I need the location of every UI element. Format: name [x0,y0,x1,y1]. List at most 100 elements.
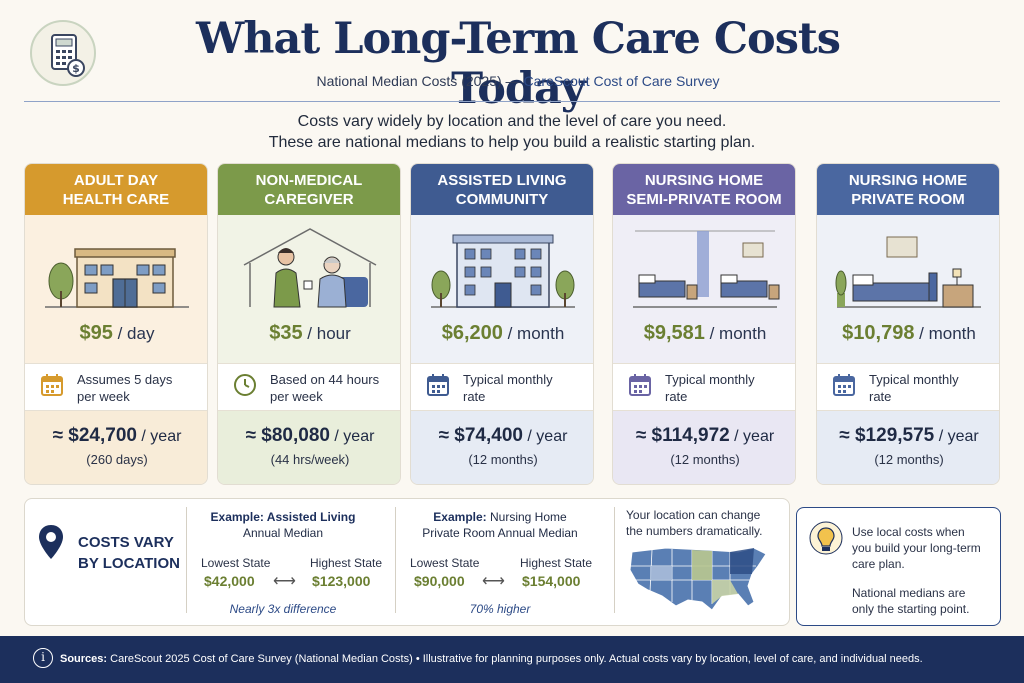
location-pin-icon [39,525,63,559]
card-price: $9,581 / month [613,322,795,345]
card-note: Typical monthly rate [613,363,795,411]
note-text: Typical monthly rate [665,371,793,405]
card-note: Typical monthly rate [411,363,593,411]
map-note-line-2: the numbers dramatically. [626,524,763,538]
card-annual: ≈ $24,700 / year (260 days) [25,411,207,484]
annual-basis: (260 days) [86,452,148,467]
card-header: NURSING HOME SEMI-PRIVATE ROOM [613,164,795,215]
price-unit: / day [112,324,155,343]
annual-amount: ≈ $80,080 / year [218,425,400,447]
annual-value: ≈ $80,080 [245,425,330,446]
price-unit: / hour [302,324,351,343]
subtitle-source: CareScout Cost of Care Survey [523,73,720,89]
note-text: Typical monthly rate [869,371,997,405]
divider [614,507,615,613]
assisted-living-illustration [411,215,593,470]
tip-line-2: you build your long-term [852,541,981,555]
annual-value: ≈ $114,972 [635,425,730,446]
annual-basis: (12 months) [874,452,944,467]
note-line-1: Based on 44 hours [270,372,380,387]
footer: i Sources: CareScout 2025 Cost of Care S… [0,636,1024,683]
card-price: $35 / hour [218,322,400,345]
divider [186,507,187,613]
lowest-state-label: Lowest State [201,556,271,570]
example-assisted-title: Example: Assisted Living Annual Median [188,509,378,541]
example-title-bold: Example: [433,510,487,524]
sources-text: CareScout 2025 Cost of Care Survey (Nati… [107,653,923,665]
tip-line-3: care plan. [852,557,905,571]
location-heading-line-1: COSTS VARY [78,534,174,551]
price-value: $35 [269,322,303,344]
note-line-2: rate [869,389,892,404]
card-title-line-2: COMMUNITY [455,190,549,208]
price-unit: / month [914,324,976,343]
header-divider [24,101,1000,102]
highest-state-value: $123,000 [312,573,371,589]
note-line-1: Typical monthly [463,372,553,387]
calendar-icon [427,374,449,396]
price-value: $6,200 [441,322,503,344]
footer-text: Sources: CareScout 2025 Cost of Care Sur… [60,653,923,665]
subtitle-prefix: National Median Costs (2025) — [316,73,524,89]
card-assisted-living: ASSISTED LIVING COMMUNITY $6,200 / month [410,163,594,485]
annual-unit: / year [934,428,979,445]
card-nursing-home-semi-private: NURSING HOME SEMI-PRIVATE ROOM $9,581 / m… [612,163,796,485]
card-price: $95 / day [25,322,207,345]
annual-unit: / year [136,428,182,445]
price-value: $9,581 [643,322,705,344]
lightbulb-icon [809,521,843,555]
calendar-icon [41,374,63,396]
annual-basis: (44 hrs/week) [270,452,350,467]
card-title-line-1: NON-MEDICAL [255,171,363,189]
range-arrow-icon: ⟷ [273,573,296,590]
card-price: $10,798 / month [817,322,999,345]
note-line-2: per week [77,389,130,404]
example-assisted-footnote: Nearly 3x difference [229,602,337,616]
card-annual: ≈ $74,400 / year (12 months) [411,411,593,484]
tip-line-1: Use local costs when [852,525,965,539]
tip-text-top: Use local costs when you build your long… [852,524,992,572]
annual-basis: (12 months) [670,452,740,467]
adult-day-illustration [25,215,207,470]
card-title-line-1: NURSING HOME [644,171,764,189]
calculator-icon: $ [30,20,96,86]
tip-line-5: only the starting point. [852,602,970,616]
price-unit: / month [704,324,767,343]
highest-state-label: Highest State [310,556,383,570]
card-header: NURSING HOME PRIVATE ROOM [817,164,999,215]
card-title-line-2: CAREGIVER [264,190,354,208]
note-line-1: Typical monthly [869,372,959,387]
note-text: Typical monthly rate [463,371,591,405]
annual-amount: ≈ $129,575 / year [817,425,999,447]
calendar-icon [629,374,651,396]
private-room-illustration [817,215,999,470]
svg-text:$: $ [72,62,80,75]
card-annual: ≈ $114,972 / year (12 months) [613,411,795,484]
map-note: Your location can change the numbers dra… [626,507,786,539]
card-title-line-2: SEMI-PRIVATE ROOM [626,190,782,208]
annual-value: ≈ $129,575 [839,425,935,446]
caregiver-illustration [218,215,400,470]
annual-basis: (12 months) [468,452,538,467]
note-text: Assumes 5 days per week [77,371,205,405]
example-title-line-2: Private Room Annual Median [422,526,578,540]
intro-line-1: Costs vary widely by location and the le… [297,113,727,130]
annual-value: ≈ $74,400 [438,425,523,446]
card-header: ASSISTED LIVING COMMUNITY [411,164,593,215]
card-adult-day: ADULT DAY HEALTH CARE $95 / day Assumes 5… [24,163,208,485]
card-note: Assumes 5 days per week [25,363,207,411]
card-header: NON-MEDICAL CAREGIVER [218,164,400,215]
range-arrow-icon: ⟷ [482,573,505,590]
example-title-line-2: Annual Median [242,526,324,540]
annual-amount: ≈ $114,972 / year [613,425,795,447]
page-title: What Long-Term Care Costs Today [195,14,841,114]
tip-line-4: National medians are [852,586,966,600]
location-heading: COSTS VARY BY LOCATION [78,532,180,574]
page-subtitle: National Median Costs (2025) — CareScout… [148,73,888,89]
lowest-state-value: $90,000 [414,573,465,589]
note-text: Based on 44 hours per week [270,371,398,405]
header: $ What Long-Term Care Costs Today Nation… [0,0,1024,114]
card-annual: ≈ $129,575 / year (12 months) [817,411,999,484]
note-line-2: rate [665,389,688,404]
card-title-line-2: PRIVATE ROOM [851,190,965,208]
